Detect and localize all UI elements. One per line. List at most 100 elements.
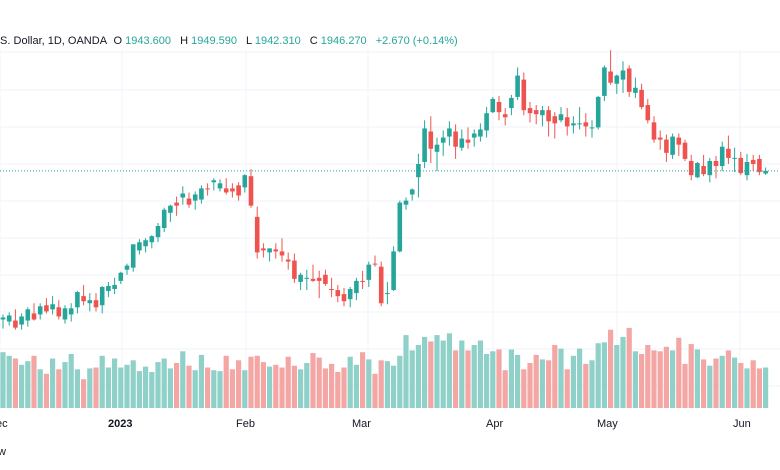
volume-bar [521, 369, 527, 408]
candle-body [354, 280, 359, 294]
legend-close-label: C [310, 35, 318, 47]
volume-bar [663, 346, 669, 408]
candle-body [595, 96, 601, 128]
volume-bar [248, 356, 254, 408]
candle-body [626, 68, 632, 92]
x-tick-mar: Mar [352, 418, 371, 430]
volume-bar [446, 333, 452, 408]
legend-symbol: .S. Dollar, 1D, OANDA [0, 35, 108, 47]
candle-body [223, 188, 229, 193]
volume-bar [676, 337, 682, 408]
volume-bars [0, 327, 769, 408]
volume-bar [260, 362, 266, 408]
candle-body [651, 122, 657, 140]
candle-body [645, 105, 651, 121]
candle-body [434, 144, 440, 152]
volume-bar [440, 340, 446, 408]
volume-bar [149, 372, 155, 408]
volume-bar [279, 367, 285, 408]
footer-text: w [0, 446, 6, 458]
volume-bar [298, 369, 304, 408]
candle-body [112, 284, 117, 290]
candle-body [19, 316, 24, 325]
volume-bar [267, 366, 273, 408]
candle-body [664, 139, 669, 153]
candle-body [546, 110, 551, 122]
x-tick-may: May [597, 418, 618, 430]
volume-bar [688, 344, 694, 408]
volume-bar [56, 369, 62, 408]
candle-body [161, 209, 167, 229]
volume-bar [459, 340, 465, 408]
volume-bar [409, 350, 415, 408]
volume-bar [453, 350, 459, 408]
volume-bar [707, 365, 713, 408]
candle-body [657, 137, 663, 140]
candle-body [521, 79, 527, 111]
volume-bar [515, 354, 521, 408]
volume-bar [229, 369, 235, 408]
candle-body [459, 138, 465, 148]
candle-body [87, 300, 93, 304]
volume-bar [694, 349, 700, 408]
candle-body [620, 70, 626, 80]
volume-bar [471, 345, 477, 408]
candle-body [614, 75, 620, 84]
candle-body [0, 317, 6, 320]
volume-bar [546, 360, 552, 408]
volume-bar [608, 329, 614, 408]
candle-body [527, 108, 533, 114]
candle-body [217, 183, 223, 189]
candle-body [360, 280, 365, 282]
volume-bar [99, 355, 105, 408]
volume-bar [626, 327, 632, 408]
volume-bar [415, 345, 421, 408]
candle-body [490, 98, 496, 113]
candle-body [428, 131, 434, 149]
volume-bar [577, 348, 583, 408]
legend-close-value: 1946.270 [321, 35, 367, 47]
candle-body [422, 128, 427, 162]
candle-body [496, 102, 502, 113]
volume-bar [763, 367, 769, 408]
candle-body [478, 129, 483, 137]
volume-bar [236, 360, 242, 408]
candle-body [391, 251, 396, 291]
volume-bar [366, 359, 372, 408]
volume-bar [484, 354, 490, 408]
candle-body [564, 117, 570, 127]
volume-bar [347, 356, 353, 408]
candle-body [130, 244, 136, 268]
volume-bar [570, 355, 576, 408]
volume-bar [465, 350, 471, 408]
candle-body [62, 308, 68, 320]
volume-bar [223, 355, 229, 408]
volume-bar [329, 363, 335, 408]
x-tick-apr: Apr [486, 418, 503, 430]
volume-bar [136, 371, 142, 408]
volume-bar [304, 363, 310, 408]
candle-body [738, 157, 744, 174]
candle-body [713, 160, 719, 167]
candle-body [763, 170, 768, 174]
volume-bar [614, 345, 620, 408]
candle-body [316, 277, 322, 281]
volume-bar [143, 366, 149, 408]
candle-body [236, 185, 241, 196]
candle-body [242, 175, 248, 188]
x-tick-2023: 2023 [108, 418, 132, 430]
volume-bar [322, 368, 328, 408]
candle-body [186, 198, 192, 205]
volume-bar [192, 370, 198, 408]
volume-bar [601, 342, 607, 408]
volume-bar [87, 368, 93, 408]
candle-body [670, 136, 675, 155]
candle-body [143, 240, 148, 247]
candle-body [205, 188, 210, 190]
candle-body [577, 123, 582, 125]
volume-bar [502, 370, 508, 408]
candle-body [639, 89, 644, 108]
candle-body [254, 216, 260, 253]
candle-body [676, 137, 682, 145]
